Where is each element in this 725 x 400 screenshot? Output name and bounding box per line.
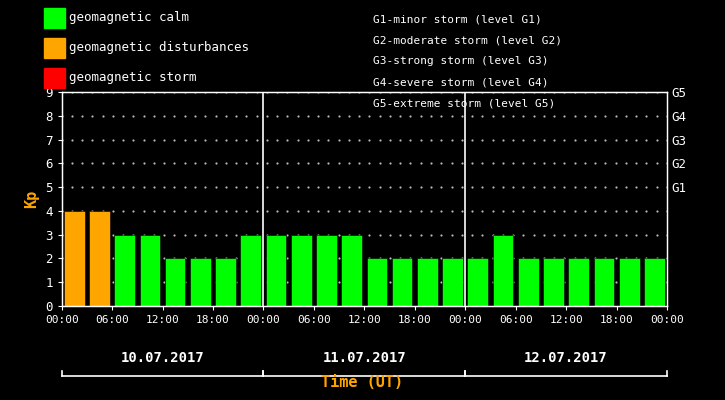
Bar xyxy=(291,235,312,306)
Text: G2-moderate storm (level G2): G2-moderate storm (level G2) xyxy=(373,35,563,45)
Text: 12.07.2017: 12.07.2017 xyxy=(524,351,608,365)
Text: geomagnetic calm: geomagnetic calm xyxy=(69,12,189,24)
Text: G3-strong storm (level G3): G3-strong storm (level G3) xyxy=(373,56,549,66)
Bar xyxy=(140,235,160,306)
Bar xyxy=(568,258,589,306)
Bar xyxy=(367,258,387,306)
Bar xyxy=(241,235,261,306)
Bar xyxy=(64,211,85,306)
Y-axis label: Kp: Kp xyxy=(25,190,40,208)
Bar xyxy=(543,258,564,306)
Bar xyxy=(165,258,186,306)
Bar xyxy=(190,258,211,306)
Bar xyxy=(89,211,109,306)
Bar xyxy=(215,258,236,306)
Text: Time (UT): Time (UT) xyxy=(321,375,404,390)
Bar xyxy=(468,258,488,306)
Bar xyxy=(115,235,135,306)
Bar xyxy=(265,235,286,306)
Text: geomagnetic storm: geomagnetic storm xyxy=(69,72,196,84)
Bar xyxy=(417,258,438,306)
Text: G4-severe storm (level G4): G4-severe storm (level G4) xyxy=(373,78,549,88)
Bar xyxy=(493,235,513,306)
Text: 11.07.2017: 11.07.2017 xyxy=(323,351,406,365)
Bar xyxy=(594,258,614,306)
Text: 10.07.2017: 10.07.2017 xyxy=(120,351,204,365)
Bar xyxy=(619,258,639,306)
Bar xyxy=(644,258,665,306)
Bar xyxy=(442,258,463,306)
Text: G5-extreme storm (level G5): G5-extreme storm (level G5) xyxy=(373,99,555,109)
Text: G1-minor storm (level G1): G1-minor storm (level G1) xyxy=(373,14,542,24)
Bar xyxy=(518,258,539,306)
Bar xyxy=(392,258,413,306)
Bar xyxy=(341,235,362,306)
Text: geomagnetic disturbances: geomagnetic disturbances xyxy=(69,42,249,54)
Bar xyxy=(316,235,337,306)
